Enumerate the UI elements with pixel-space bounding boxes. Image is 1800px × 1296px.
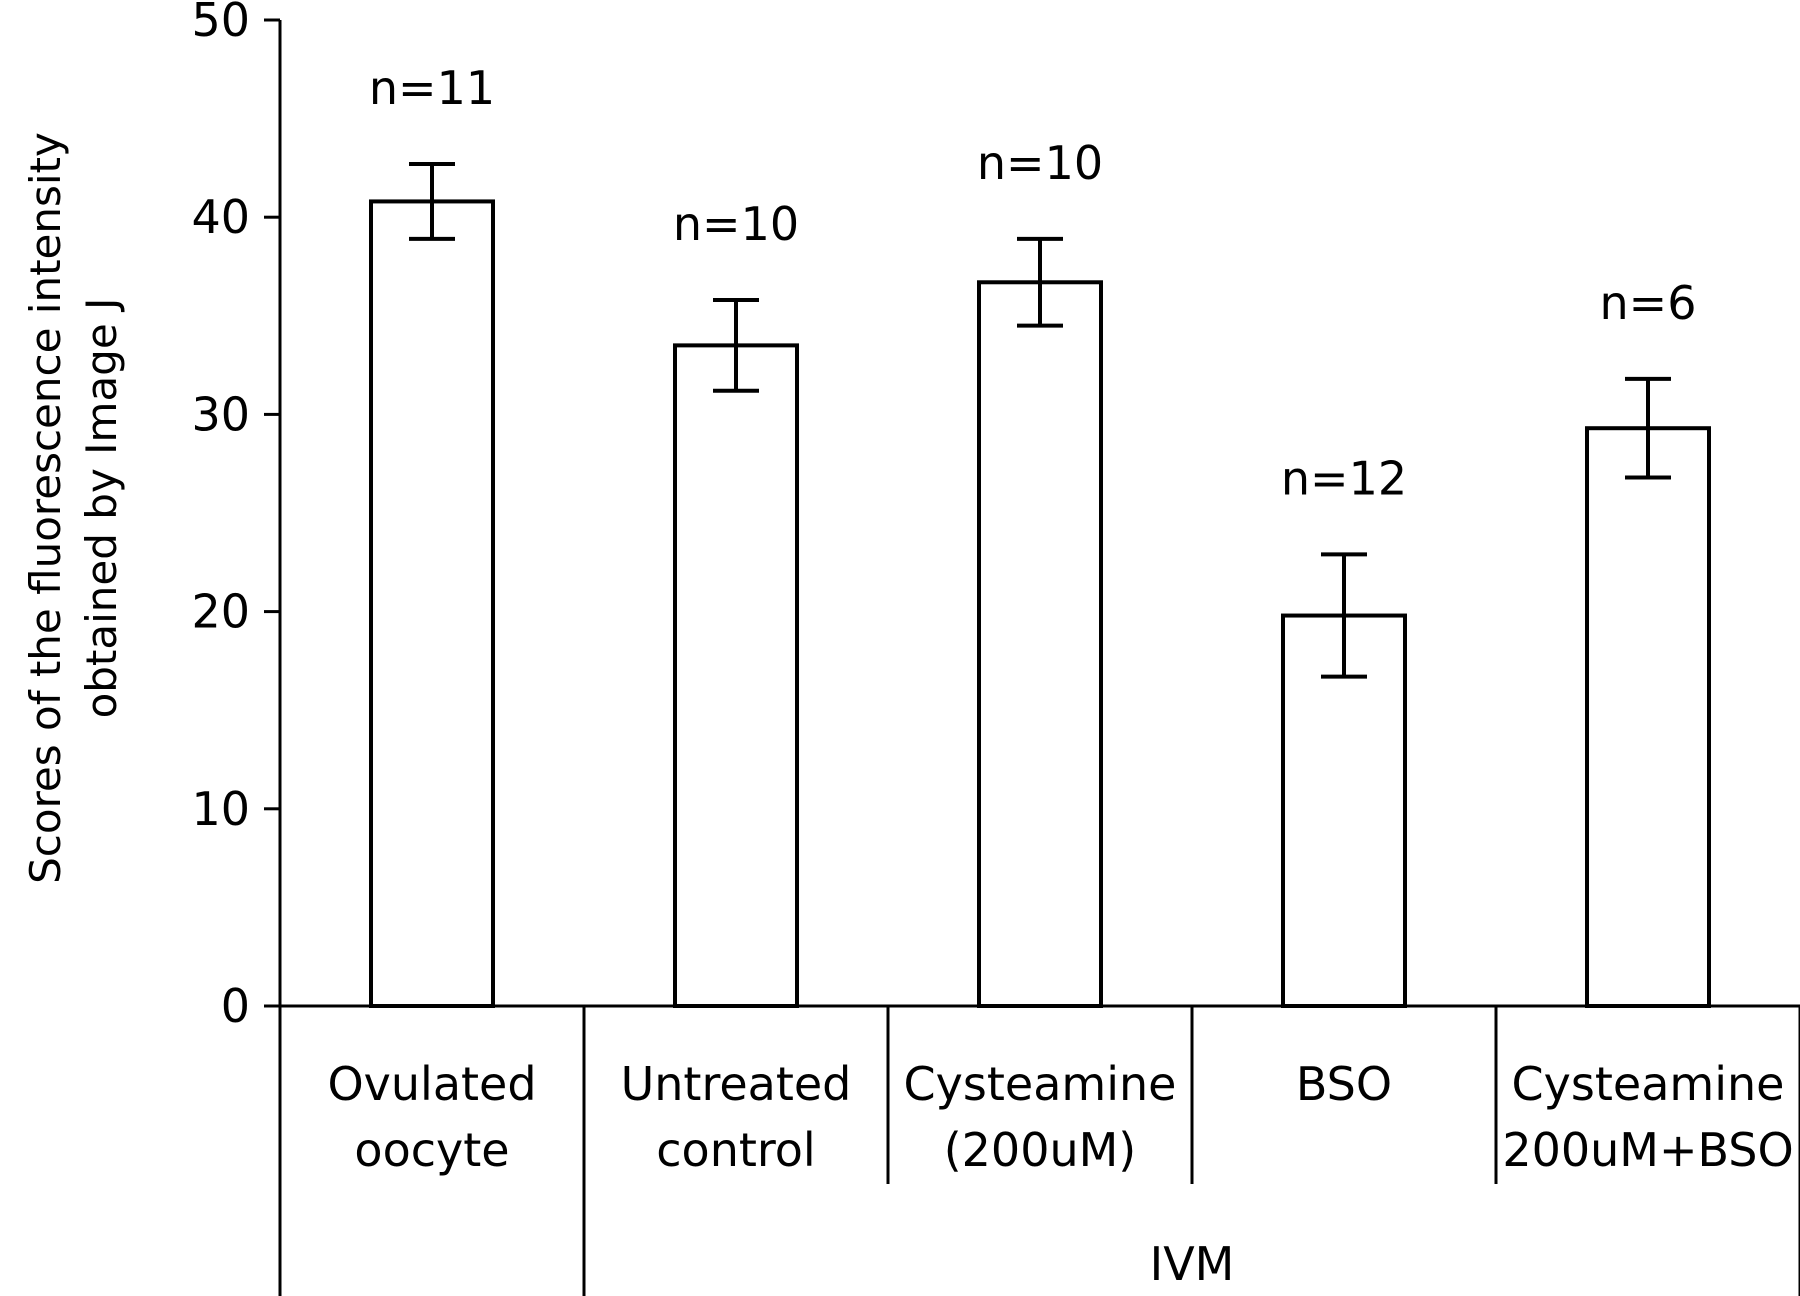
category-labels: Ovulated oocyte Untreated control Cysteamine… — [327, 1006, 1800, 1296]
y-tick-label: 40 — [191, 190, 250, 244]
n-label: n=10 — [673, 197, 799, 251]
bar — [673, 343, 799, 1008]
n-labels: n=11 n=10 n=10 n=12 n=6 — [369, 61, 1697, 505]
category-label: Untreated — [621, 1057, 852, 1111]
y-tick-label: 50 — [191, 0, 250, 47]
category-label: Ovulated — [327, 1057, 536, 1111]
category-label: control — [656, 1123, 815, 1177]
category-label: Cysteamine — [904, 1057, 1177, 1111]
y-axis: 0 10 20 30 40 50 — [191, 0, 1800, 1296]
group-label-ivm: IVM — [1150, 1237, 1235, 1291]
y-tick-label: 30 — [191, 387, 250, 441]
category-label: BSO — [1296, 1057, 1392, 1111]
bars — [369, 199, 1711, 1009]
y-tick-label: 0 — [221, 979, 250, 1033]
n-label: n=11 — [369, 61, 495, 115]
y-tick-label: 10 — [191, 782, 250, 836]
n-label: n=10 — [977, 136, 1103, 190]
category-label: Cysteamine — [1512, 1057, 1785, 1111]
error-bars — [409, 161, 1671, 679]
n-label: n=12 — [1281, 451, 1407, 505]
bar — [1281, 613, 1407, 1008]
y-axis-title-line: obtained by Image J — [77, 298, 126, 719]
n-label: n=6 — [1600, 276, 1697, 330]
category-label: oocyte — [354, 1123, 509, 1177]
y-tick-label: 20 — [191, 585, 250, 639]
bar — [977, 280, 1103, 1008]
category-label: 200uM+BSO — [1502, 1123, 1793, 1177]
bar — [369, 199, 495, 1008]
category-label: (200uM) — [944, 1123, 1137, 1177]
y-axis-title-line: Scores of the fluorescence intensity — [21, 132, 70, 884]
bar — [1585, 426, 1711, 1009]
y-axis-title: Scores of the fluorescence intensity obta… — [21, 132, 126, 884]
